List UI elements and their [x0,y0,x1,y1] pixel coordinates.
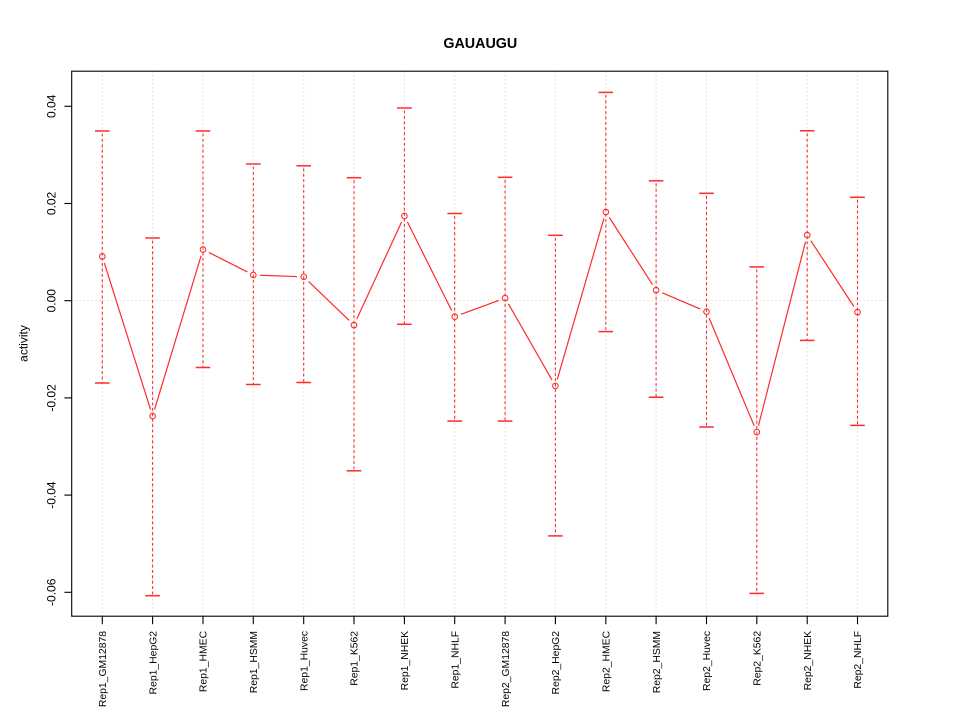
svg-text:activity: activity [16,325,30,362]
svg-text:Rep2_HSMM: Rep2_HSMM [652,631,663,693]
svg-text:Rep2_K562: Rep2_K562 [753,631,764,686]
svg-text:Rep1_HepG2: Rep1_HepG2 [148,631,159,695]
svg-text:Rep2_NHLF: Rep2_NHLF [853,631,864,689]
svg-text:Rep1_GM12878: Rep1_GM12878 [98,631,109,707]
svg-text:GAUAUGU: GAUAUGU [443,36,517,52]
svg-text:Rep1_NHLF: Rep1_NHLF [450,631,461,689]
svg-text:Rep1_K562: Rep1_K562 [350,631,361,686]
svg-text:-0.02: -0.02 [44,384,58,412]
svg-text:Rep2_NHEK: Rep2_NHEK [803,631,814,691]
svg-text:0.04: 0.04 [44,94,58,118]
svg-text:Rep2_HepG2: Rep2_HepG2 [551,631,562,695]
svg-text:Rep1_Huvec: Rep1_Huvec [299,631,310,691]
svg-text:Rep2_Huvec: Rep2_Huvec [702,631,713,691]
svg-text:Rep1_HMEC: Rep1_HMEC [199,630,210,692]
svg-text:Rep1_NHEK: Rep1_NHEK [400,631,411,691]
svg-text:Rep1_HSMM: Rep1_HSMM [249,631,260,693]
svg-text:-0.04: -0.04 [44,481,58,509]
svg-text:Rep2_GM12878: Rep2_GM12878 [501,631,512,707]
svg-text:0.02: 0.02 [44,191,58,215]
svg-text:0.00: 0.00 [44,289,58,313]
svg-text:Rep2_HMEC: Rep2_HMEC [602,630,613,692]
svg-text:-0.06: -0.06 [44,578,58,606]
